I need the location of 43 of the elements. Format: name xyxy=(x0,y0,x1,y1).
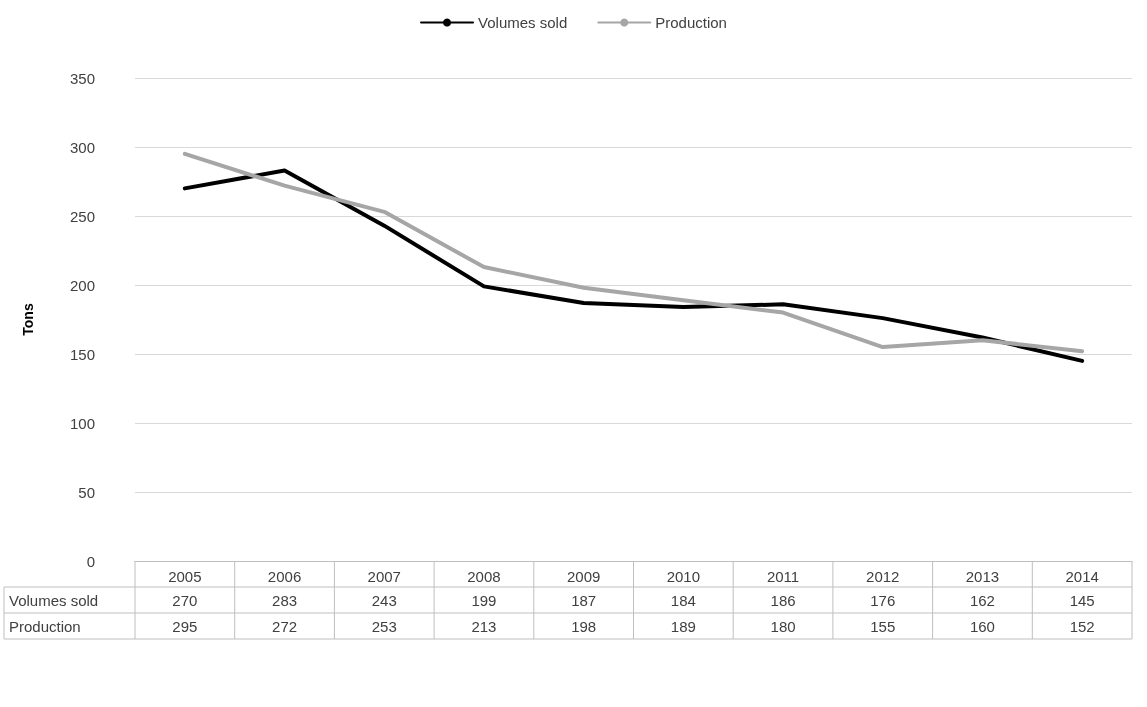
data-label: 176 xyxy=(870,591,896,609)
data-label: 187 xyxy=(571,591,597,609)
x-tick-label: 2006 xyxy=(267,568,302,585)
y-tick-label: 300 xyxy=(69,138,95,156)
y-tick-label: 50 xyxy=(78,483,95,501)
x-tick-label: 2014 xyxy=(1065,568,1099,585)
x-tick-label: 2005 xyxy=(168,568,202,585)
x-tick-label: 2009 xyxy=(566,568,601,585)
x-tick-label: 2007 xyxy=(367,568,401,585)
data-label: 145 xyxy=(1069,591,1095,609)
data-label: 189 xyxy=(670,617,696,635)
x-tick-label: 2010 xyxy=(666,568,701,585)
data-label: 155 xyxy=(870,617,896,635)
text: Volumes sold xyxy=(9,591,99,609)
data-label: 152 xyxy=(1069,617,1095,635)
legend-label: Volumes sold xyxy=(478,14,568,31)
data-label: 213 xyxy=(471,617,497,635)
x-tick-label: 2012 xyxy=(866,568,900,585)
data-label: 270 xyxy=(172,591,198,609)
data-label: 184 xyxy=(670,591,696,609)
y-tick-label: 350 xyxy=(69,69,95,87)
y-tick-label: 100 xyxy=(69,414,95,432)
y-tick-label: 200 xyxy=(69,276,95,294)
x-tick-label: 2008 xyxy=(467,568,501,585)
x-tick-label: 2011 xyxy=(766,568,800,585)
data-label: 295 xyxy=(172,617,198,635)
y-tick-label: 250 xyxy=(69,207,95,225)
y-tick-label: 0 xyxy=(86,552,95,570)
data-label: 198 xyxy=(571,617,597,635)
legend-label: Production xyxy=(655,14,727,31)
data-label: 180 xyxy=(770,617,796,635)
data-label: 186 xyxy=(770,591,796,609)
y-tick-label: 150 xyxy=(69,345,95,363)
data-label: 243 xyxy=(371,591,397,609)
x-tick-label: 2013 xyxy=(965,568,1000,585)
data-label: 160 xyxy=(969,617,995,635)
data-label: 253 xyxy=(371,617,397,635)
data-label: 283 xyxy=(272,591,298,609)
text: Production xyxy=(9,617,81,635)
data-label: 199 xyxy=(471,591,497,609)
y-axis-title: Tons xyxy=(20,303,36,336)
data-label: 162 xyxy=(969,591,995,609)
data-label: 272 xyxy=(272,617,298,635)
